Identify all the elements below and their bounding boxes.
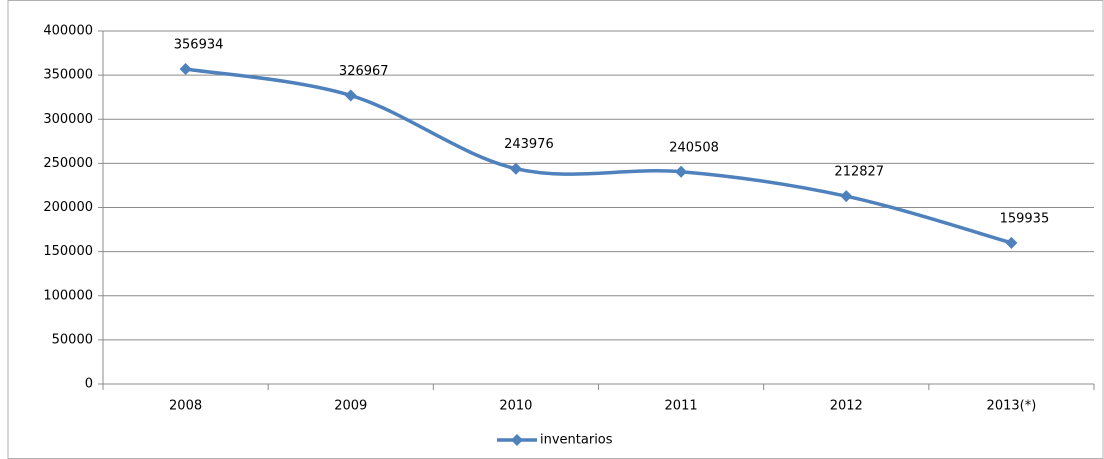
legend-marker [511,434,523,446]
marker [179,63,192,76]
data-label: 159935 [1000,211,1050,226]
x-tick-label: 2011 [665,399,698,414]
marker [344,89,357,102]
data-label: 326967 [339,64,389,79]
y-tick-label: 300000 [43,112,93,127]
x-tick-label: 2010 [499,399,532,414]
y-tick-label: 50000 [52,332,93,347]
y-tick-label: 200000 [43,200,93,215]
data-label: 243976 [504,137,554,152]
y-tick-label: 0 [85,377,93,392]
y-tick-label: 250000 [43,156,93,171]
legend-label: inventarios [540,433,613,448]
data-label: 240508 [669,140,719,155]
marker [509,162,522,175]
chart-border [7,0,1104,459]
x-tick-label: 2012 [830,399,863,414]
x-tick-label: 2008 [169,399,202,414]
y-tick-label: 400000 [43,24,93,39]
marker [840,190,853,203]
y-tick-label: 350000 [43,68,93,83]
x-tick-label: 2013(*) [987,399,1037,414]
series-line [185,67,1012,245]
y-tick-label: 150000 [43,244,93,259]
marker [1005,236,1018,249]
y-tick-label: 100000 [43,288,93,303]
x-tick-label: 2009 [334,399,367,414]
marker [675,165,688,178]
data-label: 212827 [834,165,884,180]
data-label: 356934 [174,38,224,53]
